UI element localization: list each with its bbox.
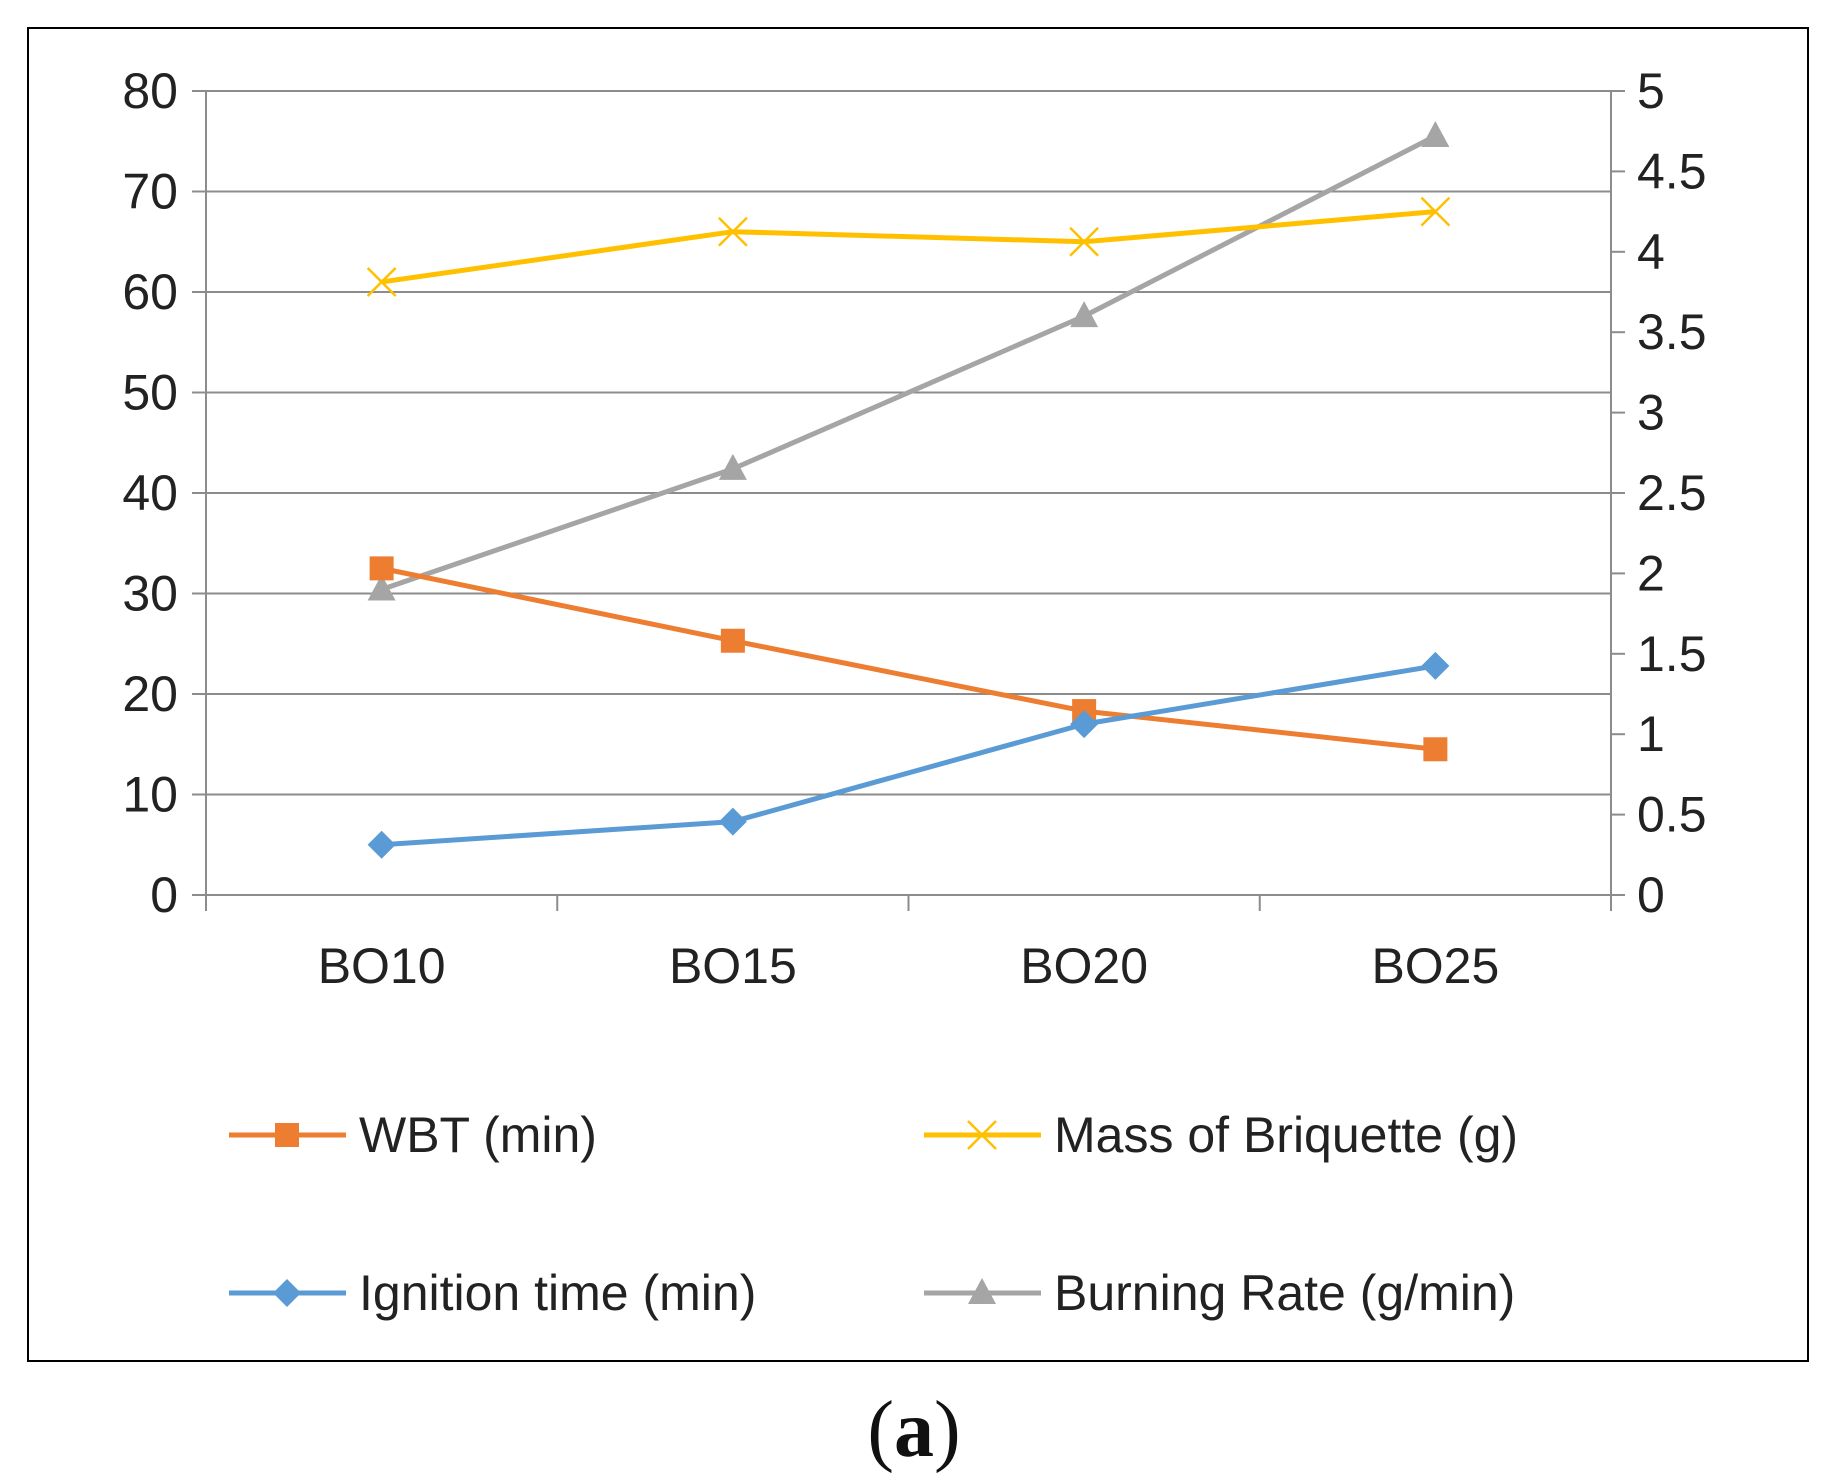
y-left-tick-label: 40 bbox=[122, 465, 178, 521]
x-tick-label: BO15 bbox=[669, 938, 797, 994]
y-right-tick-label: 2 bbox=[1637, 545, 1665, 601]
legend-label-mass-of-briquette-g: Mass of Briquette (g) bbox=[1054, 1107, 1518, 1163]
chart-frame: 0 10 20 30 40 50 60 70 80 0 0.5 1 1.5 2 2.5 3 3.5 4 4.5 5 BO… bbox=[27, 27, 1809, 1362]
line-chart: 0 10 20 30 40 50 60 70 80 0 0.5 1 1.5 2 2.5 3 3.5 4 4.5 5 BO… bbox=[122, 63, 1707, 1321]
y-right-tick-label: 1 bbox=[1637, 706, 1665, 762]
data-point-burning-rate-g-min bbox=[1070, 301, 1099, 328]
figure-caption: (a) bbox=[0, 1385, 1828, 1476]
y-left-tick-label: 20 bbox=[122, 666, 178, 722]
series-line-wbt-min bbox=[381, 565, 1436, 752]
caption-close: ) bbox=[934, 1386, 961, 1474]
x-tick-label: BO10 bbox=[318, 938, 446, 994]
y-left-tick-label: 80 bbox=[122, 63, 178, 119]
y-right-tick-label: 0 bbox=[1637, 867, 1665, 923]
y-right-tick-label: 1.5 bbox=[1637, 626, 1707, 682]
data-point-burning-rate-g-min bbox=[367, 574, 396, 601]
legend-marker-ignition-time-min bbox=[273, 1279, 301, 1307]
legend-label-wbt-min: WBT (min) bbox=[359, 1107, 597, 1163]
data-point-ignition-time-min bbox=[367, 830, 396, 859]
y-left-tick-label: 50 bbox=[122, 365, 178, 421]
y-right-tick-label: 4.5 bbox=[1637, 143, 1707, 199]
y-right-tick-label: 4 bbox=[1637, 224, 1665, 280]
y-left-tick-label: 60 bbox=[122, 264, 178, 320]
legend-marker-mass-of-briquette-g bbox=[967, 1120, 997, 1150]
y-right-tick-label: 3.5 bbox=[1637, 304, 1707, 360]
x-marker-stroke bbox=[1069, 226, 1100, 257]
caption-open: ( bbox=[867, 1386, 894, 1474]
y-right-tick-label: 3 bbox=[1637, 385, 1665, 441]
x-marker-stroke bbox=[717, 216, 748, 247]
y-left-tick-label: 30 bbox=[122, 566, 178, 622]
data-point-ignition-time-min bbox=[1070, 710, 1099, 739]
y-right-tick-label: 5 bbox=[1637, 63, 1665, 119]
x-marker-stroke bbox=[967, 1120, 997, 1150]
legend-label-ignition-time-min: Ignition time (min) bbox=[359, 1265, 756, 1321]
legend-marker-burning-rate-g-min bbox=[968, 1278, 996, 1304]
data-point-mass-of-briquette-g bbox=[1420, 196, 1451, 227]
data-point-wbt-min bbox=[369, 556, 394, 581]
data-point-mass-of-briquette-g bbox=[717, 216, 748, 247]
data-point-wbt-min bbox=[1423, 737, 1448, 762]
series-line-ignition-time-min bbox=[381, 663, 1436, 848]
y-left-tick-label: 0 bbox=[150, 867, 178, 923]
data-point-ignition-time-min bbox=[718, 807, 747, 836]
y-left-tick-label: 10 bbox=[122, 767, 178, 823]
x-tick-label: BO25 bbox=[1371, 938, 1499, 994]
y-right-tick-label: 0.5 bbox=[1637, 787, 1707, 843]
data-point-ignition-time-min bbox=[1421, 651, 1450, 680]
x-marker-stroke bbox=[1420, 196, 1451, 227]
y-left-tick-label: 70 bbox=[122, 164, 178, 220]
y-right-tick-label: 2.5 bbox=[1637, 465, 1707, 521]
data-point-burning-rate-g-min bbox=[718, 453, 747, 480]
series-line-mass-of-briquette-g bbox=[381, 209, 1436, 285]
series-line-burning-rate-g-min bbox=[380, 133, 1437, 592]
data-point-burning-rate-g-min bbox=[1421, 121, 1450, 148]
legend-marker-wbt-min bbox=[275, 1123, 299, 1147]
legend-label-burning-rate-g-min: Burning Rate (g/min) bbox=[1054, 1265, 1515, 1321]
x-tick-label: BO20 bbox=[1020, 938, 1148, 994]
caption-label: a bbox=[894, 1386, 934, 1474]
data-point-wbt-min bbox=[720, 628, 745, 653]
data-point-mass-of-briquette-g bbox=[1069, 226, 1100, 257]
x-marker-stroke bbox=[366, 267, 397, 297]
data-point-mass-of-briquette-g bbox=[366, 267, 397, 297]
